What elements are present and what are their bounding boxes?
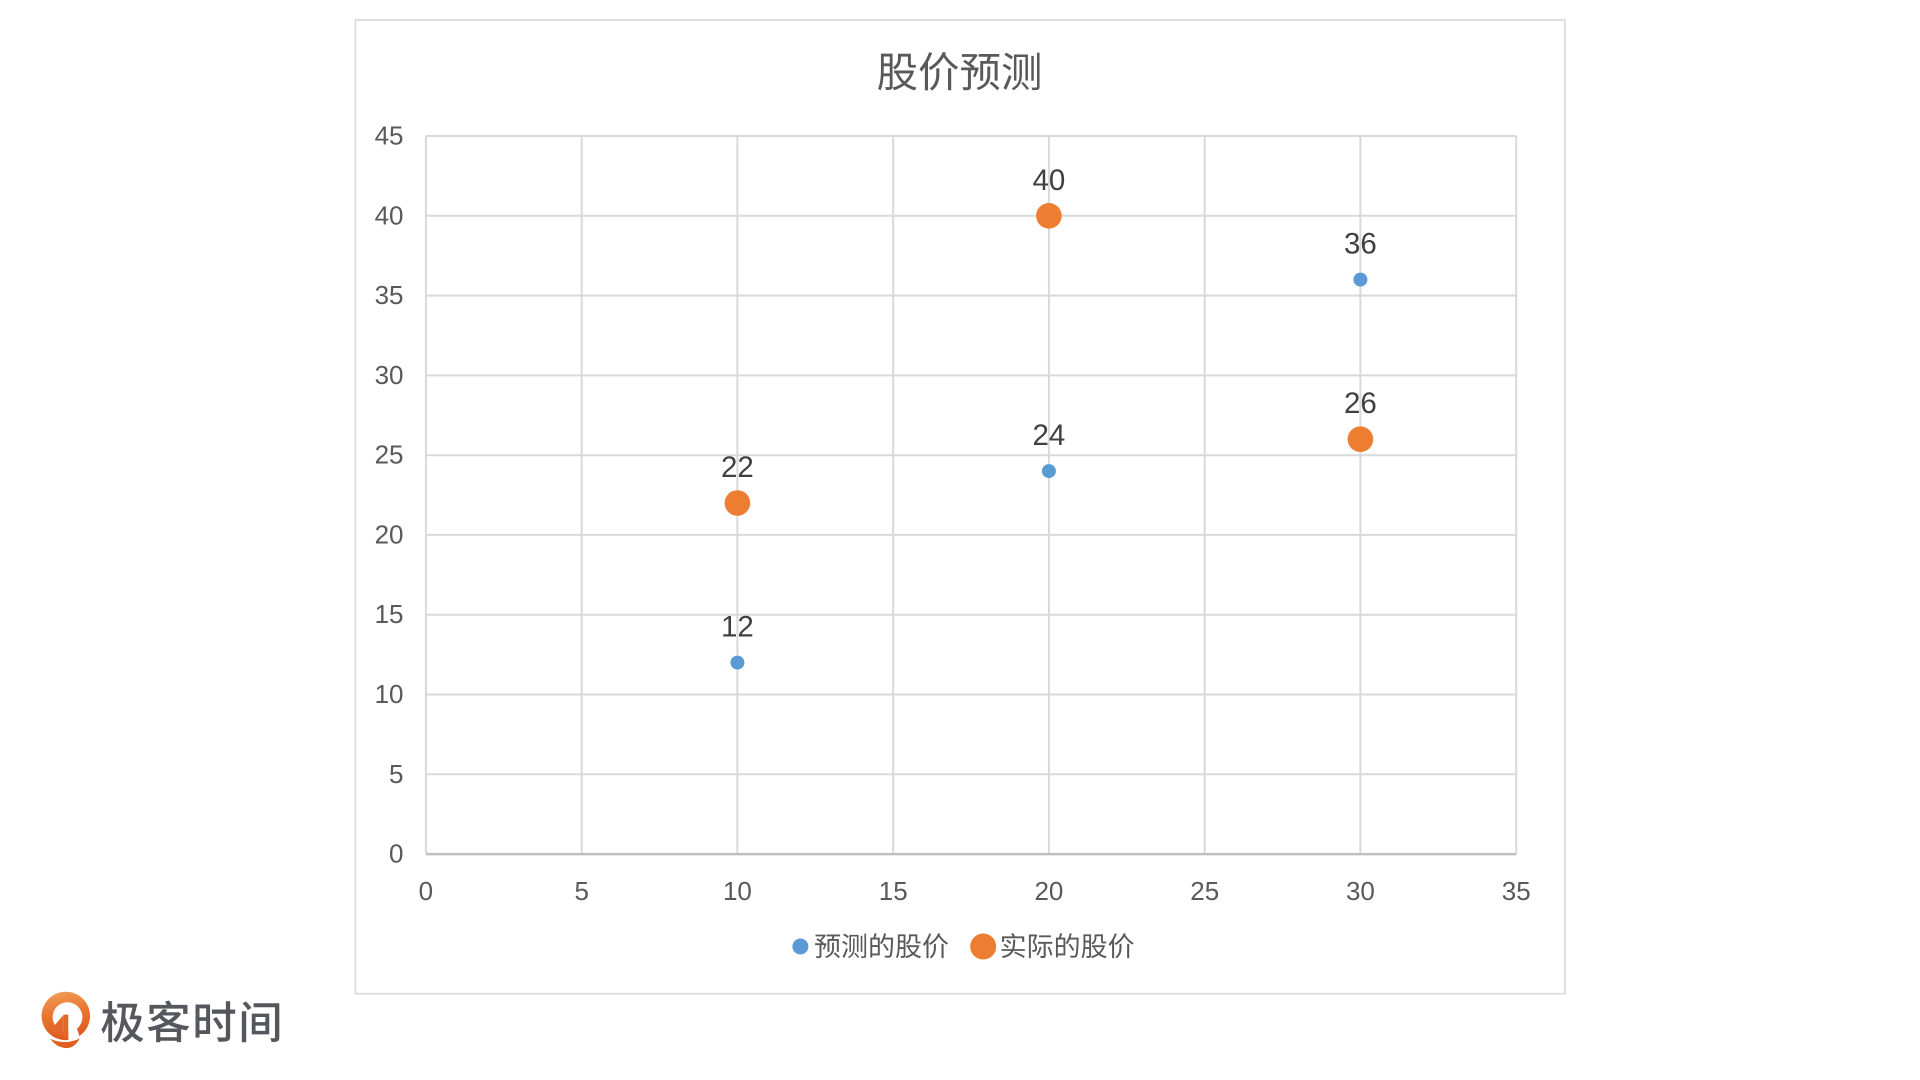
- svg-text:10: 10: [375, 679, 404, 709]
- svg-text:0: 0: [389, 839, 403, 869]
- svg-text:10: 10: [723, 876, 752, 906]
- svg-text:35: 35: [375, 280, 404, 310]
- svg-text:45: 45: [375, 121, 404, 151]
- svg-text:26: 26: [1344, 387, 1377, 420]
- svg-text:40: 40: [1032, 164, 1065, 197]
- svg-text:5: 5: [389, 759, 403, 789]
- svg-text:40: 40: [375, 200, 404, 230]
- svg-text:30: 30: [1346, 876, 1375, 906]
- svg-text:15: 15: [375, 599, 404, 629]
- svg-text:30: 30: [375, 360, 404, 390]
- svg-text:35: 35: [1502, 876, 1531, 906]
- svg-text:20: 20: [1034, 876, 1063, 906]
- svg-text:0: 0: [419, 876, 433, 906]
- svg-text:5: 5: [574, 876, 588, 906]
- svg-text:24: 24: [1032, 419, 1065, 452]
- svg-text:15: 15: [879, 876, 908, 906]
- svg-text:12: 12: [721, 611, 754, 644]
- svg-text:25: 25: [1190, 876, 1219, 906]
- svg-text:25: 25: [375, 440, 404, 470]
- svg-text:20: 20: [375, 519, 404, 549]
- svg-text:36: 36: [1344, 228, 1377, 261]
- svg-text:22: 22: [721, 451, 754, 484]
